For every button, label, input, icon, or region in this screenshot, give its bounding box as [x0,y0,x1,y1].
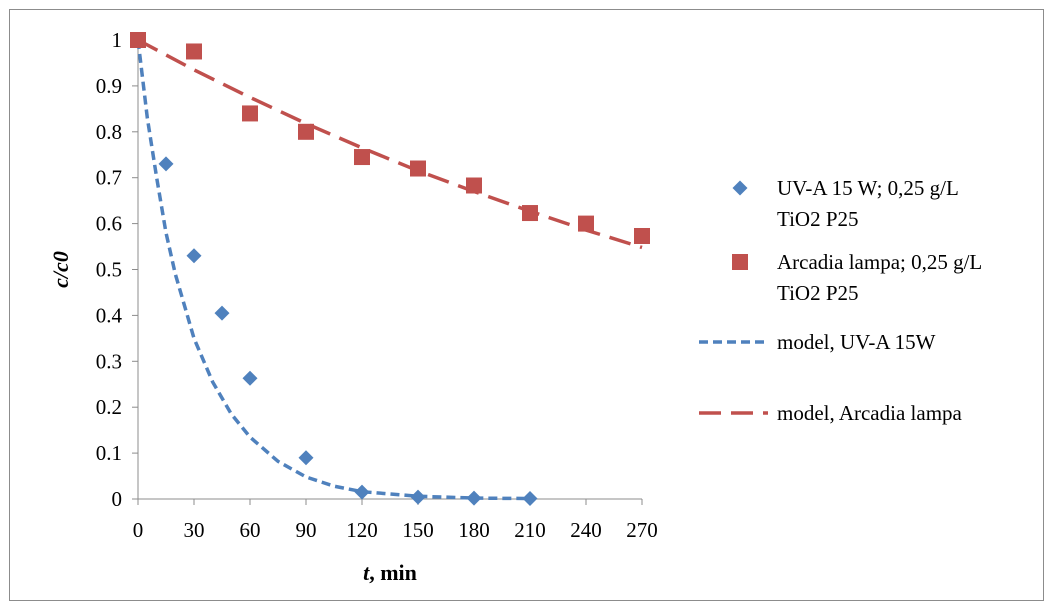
x-axis-title-italic: t [363,560,370,585]
y-tick-label: 1 [112,28,123,52]
x-tick-label: 0 [133,518,144,542]
x-tick-label: 120 [346,518,378,542]
y-tick-label: 0.5 [96,258,122,282]
legend: UV-A 15 W; 0,25 g/L TiO2 P25 Arcadia lampa… [699,176,982,425]
x-tick-label: 30 [184,518,205,542]
series-markers-square [130,32,650,244]
legend-label: model, Arcadia lampa [777,401,963,425]
x-tick-label: 240 [570,518,602,542]
y-tick-label: 0.1 [96,441,122,465]
y-axis-title: c/c0 [48,251,73,288]
legend-label: TiO2 P25 [777,207,859,231]
data-point-square [298,123,314,140]
legend-symbol-diamond [732,180,748,196]
data-point-square [410,160,426,177]
data-point-diamond [466,490,482,506]
data-point-diamond [214,305,230,321]
series-markers-diamond [130,32,538,507]
data-point-square [522,205,538,222]
series-line-model-uv-a-15w [136,39,531,501]
legend-label: Arcadia lampa; 0,25 g/L [777,250,982,274]
data-point-diamond [410,489,426,505]
series-layer [130,32,650,507]
x-tick-label: 90 [296,518,317,542]
legend-label: UV-A 15 W; 0,25 g/L [777,176,959,200]
data-point-square [634,227,650,244]
series-line-model-arcadia-lampa [137,38,643,250]
data-point-diamond [158,156,174,172]
data-point-diamond [242,370,258,386]
y-tick-label: 0.3 [96,349,122,373]
x-tick-label: 180 [458,518,490,542]
legend-label: model, UV-A 15W [777,330,936,354]
data-point-square [130,32,146,48]
data-point-square [186,43,202,60]
x-tick-label: 60 [240,518,261,542]
data-point-square [466,177,482,194]
data-point-diamond [298,450,314,466]
y-tick-label: 0.7 [96,166,122,190]
x-tick-label: 270 [626,518,658,542]
y-tick-label: 0 [112,487,123,511]
axes: 0 0.1 0.2 0.3 0.4 0.5 0.6 0.7 0.8 0.9 1 0 30 60 90 120 1… [96,28,658,542]
x-axis-title: t, min [363,560,417,585]
legend-symbol-square [732,254,748,270]
data-point-diamond [522,491,538,507]
y-tick-label: 0.9 [96,74,122,98]
data-point-diamond [186,248,202,264]
legend-label: TiO2 P25 [777,281,859,305]
y-tick-label: 0.6 [96,212,122,236]
data-point-square [354,149,370,166]
y-tick-label: 0.8 [96,120,122,144]
x-tick-label: 210 [514,518,546,542]
data-point-square [242,105,258,122]
x-axis-title-rest: , min [369,560,417,585]
y-tick-label: 0.2 [96,395,122,419]
x-tick-label: 150 [402,518,434,542]
data-point-square [578,215,594,232]
data-point-diamond [354,484,370,500]
y-tick-label: 0.4 [96,303,123,327]
